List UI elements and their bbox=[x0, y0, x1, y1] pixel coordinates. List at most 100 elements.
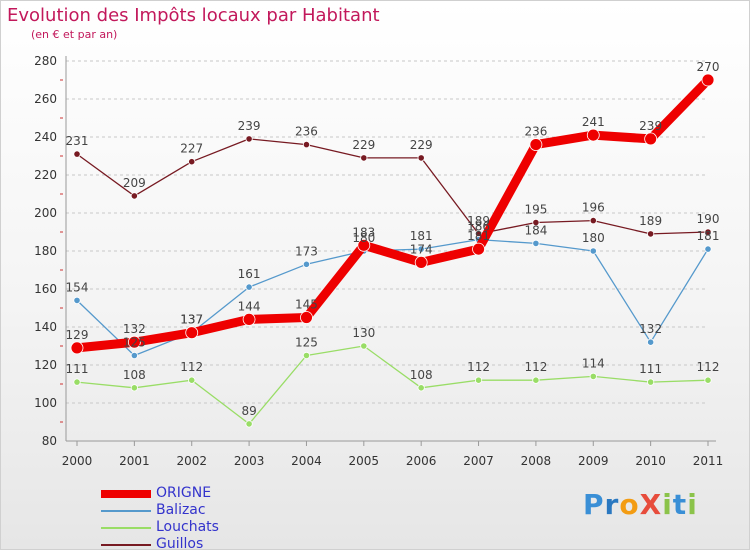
y-tick-label: 140 bbox=[34, 320, 57, 334]
data-point-guillos bbox=[589, 217, 597, 225]
data-point-guillos bbox=[245, 135, 253, 143]
data-point-louchats bbox=[130, 384, 138, 392]
y-tick-label: 240 bbox=[34, 130, 57, 144]
data-point-guillos bbox=[704, 228, 712, 236]
data-point-louchats bbox=[704, 376, 712, 384]
data-label-balizac: 125 bbox=[123, 336, 146, 350]
data-point-guillos bbox=[302, 141, 311, 149]
brand-letter: r bbox=[604, 488, 620, 521]
y-tick-label: 260 bbox=[34, 92, 57, 106]
data-point-origne bbox=[242, 312, 256, 326]
x-tick-label: 2004 bbox=[291, 454, 322, 468]
data-point-louchats bbox=[532, 376, 540, 384]
legend-swatch bbox=[101, 544, 151, 546]
data-label-guillos: 189 bbox=[639, 214, 662, 228]
data-label-guillos: 229 bbox=[410, 138, 433, 152]
brand-logo: ProXiti bbox=[583, 488, 698, 521]
x-tick-label: 2011 bbox=[693, 454, 724, 468]
x-tick-label: 2002 bbox=[176, 454, 207, 468]
data-point-balizac bbox=[647, 338, 655, 346]
data-point-origne bbox=[185, 326, 199, 340]
data-point-guillos bbox=[532, 218, 540, 227]
data-point-origne bbox=[127, 335, 141, 349]
legend-label: Balizac bbox=[156, 502, 206, 518]
data-label-guillos: 231 bbox=[66, 134, 89, 148]
data-label-origne: 129 bbox=[66, 328, 89, 342]
y-tick-label: 100 bbox=[34, 396, 57, 410]
y-tick-label: 280 bbox=[34, 54, 57, 68]
data-label-louchats: 125 bbox=[295, 336, 318, 350]
data-label-guillos: 195 bbox=[524, 203, 547, 217]
data-label-origne: 239 bbox=[639, 119, 662, 133]
data-point-origne bbox=[414, 255, 428, 269]
data-point-origne bbox=[357, 238, 371, 252]
data-point-origne bbox=[472, 242, 485, 256]
y-tick-label: 180 bbox=[34, 244, 57, 258]
data-point-guillos bbox=[188, 158, 196, 166]
data-label-louchats: 112 bbox=[180, 360, 203, 374]
data-point-origne bbox=[529, 138, 543, 152]
x-tick-label: 2001 bbox=[119, 454, 150, 468]
data-label-origne: 137 bbox=[180, 313, 203, 327]
x-tick-label: 2005 bbox=[349, 454, 380, 468]
data-point-balizac bbox=[589, 247, 597, 255]
data-point-balizac bbox=[532, 239, 540, 247]
series-line-guillos bbox=[76, 138, 709, 235]
data-label-louchats: 112 bbox=[467, 360, 490, 374]
data-label-origne: 241 bbox=[582, 115, 605, 129]
data-point-louchats bbox=[474, 376, 483, 384]
data-label-louchats: 111 bbox=[639, 362, 662, 376]
data-label-balizac: 137 bbox=[180, 313, 203, 327]
data-point-guillos bbox=[647, 230, 655, 238]
y-tick-label: 80 bbox=[42, 434, 57, 448]
data-label-origne: 270 bbox=[697, 60, 720, 74]
data-point-balizac bbox=[73, 296, 81, 304]
data-label-louchats: 108 bbox=[123, 368, 146, 382]
data-point-guillos bbox=[130, 192, 138, 200]
data-point-balizac bbox=[130, 351, 138, 360]
data-point-origne bbox=[701, 73, 715, 87]
legend-swatch bbox=[101, 510, 151, 512]
data-label-origne: 132 bbox=[123, 322, 146, 336]
x-tick-label: 2008 bbox=[521, 454, 552, 468]
data-label-origne: 144 bbox=[238, 299, 261, 313]
data-point-guillos bbox=[417, 154, 425, 162]
brand-letter: i bbox=[687, 488, 698, 521]
data-label-balizac: 173 bbox=[295, 244, 318, 258]
brand-letter: t bbox=[672, 488, 688, 521]
data-label-origne: 145 bbox=[295, 298, 318, 312]
data-label-balizac: 132 bbox=[639, 322, 662, 336]
data-label-guillos: 227 bbox=[180, 142, 203, 156]
brand-letter: i bbox=[662, 488, 673, 521]
data-point-balizac bbox=[417, 245, 425, 253]
legend-label: ORIGNE bbox=[156, 485, 212, 501]
x-tick-label: 2006 bbox=[406, 454, 437, 468]
data-label-origne: 181 bbox=[467, 229, 490, 243]
data-point-origne bbox=[70, 341, 84, 355]
data-label-guillos: 229 bbox=[352, 138, 375, 152]
legend-label: Guillos bbox=[156, 536, 204, 552]
data-label-balizac: 161 bbox=[238, 267, 261, 281]
brand-letter: o bbox=[619, 488, 640, 521]
data-point-balizac bbox=[302, 260, 311, 268]
data-label-guillos: 236 bbox=[295, 125, 318, 139]
y-tick-label: 200 bbox=[34, 206, 57, 220]
data-label-balizac: 181 bbox=[410, 229, 433, 243]
chart-subtitle: (en € et par an) bbox=[31, 28, 118, 41]
data-label-louchats: 130 bbox=[352, 326, 375, 340]
data-label-balizac: 181 bbox=[697, 229, 720, 243]
data-point-louchats bbox=[188, 376, 196, 384]
data-point-origne bbox=[644, 132, 658, 146]
data-point-guillos bbox=[73, 150, 81, 158]
series-line-louchats bbox=[76, 345, 709, 425]
data-point-origne bbox=[586, 128, 600, 142]
data-label-balizac: 154 bbox=[66, 280, 89, 294]
data-label-guillos: 189 bbox=[467, 214, 490, 228]
x-tick-label: 2007 bbox=[463, 454, 494, 468]
data-label-origne: 236 bbox=[524, 125, 547, 139]
y-tick-label: 160 bbox=[34, 282, 57, 296]
chart-title: Evolution des Impôts locaux par Habitant bbox=[7, 5, 380, 26]
y-tick-label: 120 bbox=[34, 358, 57, 372]
data-label-guillos: 209 bbox=[123, 176, 146, 190]
